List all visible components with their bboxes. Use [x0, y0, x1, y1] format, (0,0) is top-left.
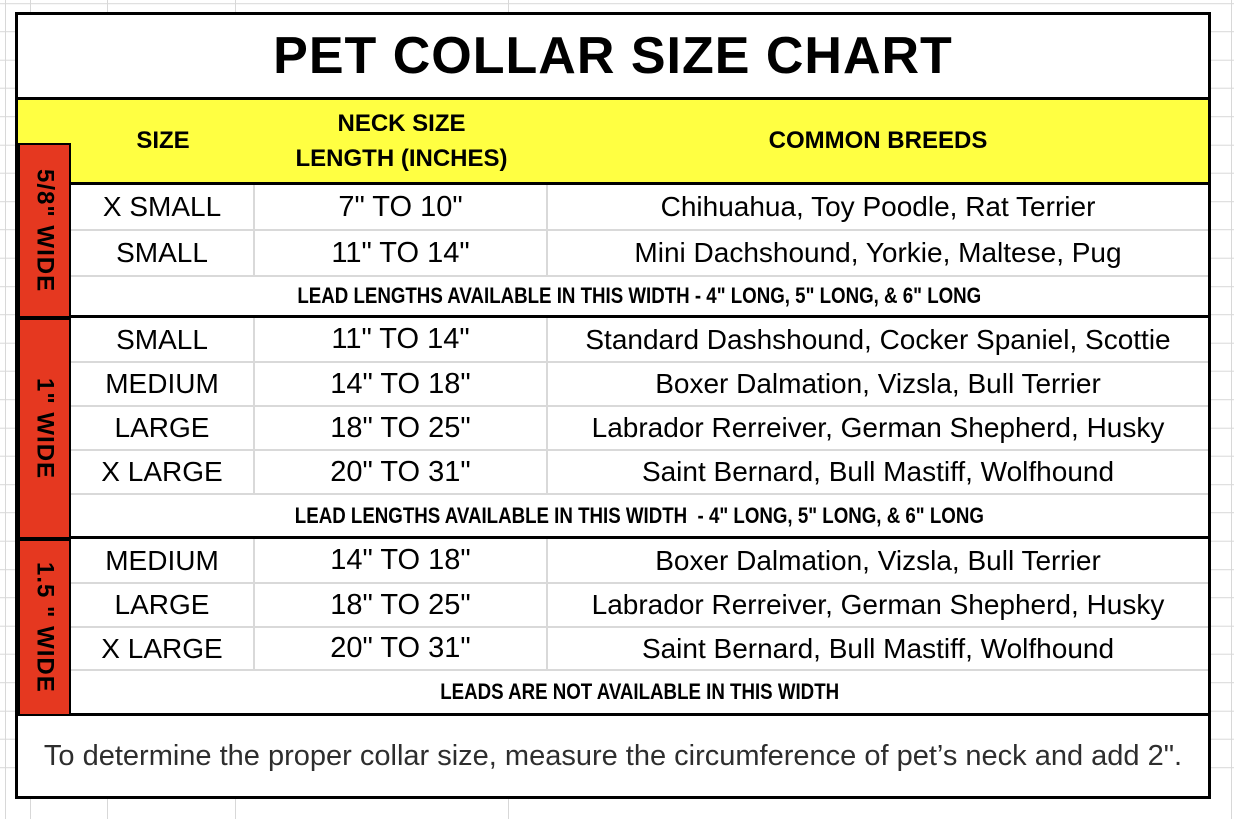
breeds-cell: Labrador Rerreiver, German Shepherd, Hus…: [591, 589, 1165, 620]
measuring-instructions-row: To determine the proper collar size, mea…: [18, 716, 1208, 796]
breeds-cell: Boxer Dalmation, Vizsla, Bull Terrier: [655, 544, 1101, 576]
neck-cell: 20" TO 31": [255, 451, 548, 493]
neck-cell: 18" TO 25": [255, 407, 548, 449]
neck-cell: 18" TO 25": [255, 584, 548, 626]
size-cell: LARGE: [71, 584, 255, 626]
table-row: LARGE 18" TO 25" Labrador Rerreiver, Ger…: [18, 407, 1208, 451]
size-cell: SMALL: [71, 318, 255, 361]
breeds-cell: Labrador Rerreiver, German Shepherd, Hus…: [591, 412, 1165, 443]
neck-cell: 14" TO 18": [255, 539, 548, 582]
neck-header-line2: LENGTH (INCHES): [295, 145, 508, 172]
size-cell: MEDIUM: [71, 539, 255, 582]
pet-collar-size-chart-table: PET COLLAR SIZE CHART SIZE NECK SIZE LEN…: [15, 12, 1211, 799]
breeds-cell: Boxer Dalmation, Vizsla, Bull Terrier: [655, 368, 1101, 399]
sheet-column-line: [5, 0, 6, 819]
lead-availability-note: LEAD LENGTHS AVAILABLE IN THIS WIDTH - 4…: [294, 502, 985, 528]
table-row: SMALL 11" TO 14" Mini Dachshound, Yorkie…: [18, 231, 1208, 277]
breeds-cell: Mini Dachshound, Yorkie, Maltese, Pug: [634, 237, 1122, 268]
size-cell: X LARGE: [71, 451, 255, 493]
lead-availability-note: LEAD LENGTHS AVAILABLE IN THIS WIDTH - 4…: [297, 283, 982, 308]
lead-availability-row: LEADS ARE NOT AVAILABLE IN THIS WIDTH: [18, 671, 1208, 716]
table-row: LARGE 18" TO 25" Labrador Rerreiver, Ger…: [18, 584, 1208, 628]
table-row: X LARGE 20" TO 31" Saint Bernard, Bull M…: [18, 628, 1208, 671]
table-row: X SMALL 7" TO 10" Chihuahua, Toy Poodle,…: [18, 185, 1208, 231]
lead-availability-row: LEAD LENGTHS AVAILABLE IN THIS WIDTH - 4…: [18, 495, 1208, 539]
table-row: MEDIUM 14" TO 18" Boxer Dalmation, Vizsl…: [18, 363, 1208, 407]
chart-title-row: PET COLLAR SIZE CHART: [18, 15, 1208, 100]
breeds-cell: Chihuahua, Toy Poodle, Rat Terrier: [660, 191, 1096, 222]
table-row: MEDIUM 14" TO 18" Boxer Dalmation, Vizsl…: [18, 539, 1208, 584]
lead-availability-row: LEAD LENGTHS AVAILABLE IN THIS WIDTH - 4…: [18, 277, 1208, 318]
breeds-cell: Standard Dashshound, Cocker Spaniel, Sco…: [585, 323, 1171, 355]
width-strip-label: 1" WIDE: [31, 377, 59, 480]
size-cell: LARGE: [71, 407, 255, 449]
neck-header-line1: NECK SIZE: [337, 110, 466, 137]
width-strip-label: 1.5 " WIDE: [31, 562, 59, 693]
size-column-header: SIZE: [136, 127, 190, 154]
table-row: SMALL 11" TO 14" Standard Dashshound, Co…: [18, 318, 1208, 363]
size-cell: SMALL: [71, 231, 255, 275]
width-strip-1-inch: 1" WIDE: [18, 318, 71, 539]
neck-size-column-header: NECK SIZE LENGTH (INCHES): [255, 100, 548, 182]
neck-cell: 14" TO 18": [255, 363, 548, 405]
neck-cell: 7" TO 10": [255, 185, 548, 229]
neck-cell: 11" TO 14": [255, 231, 548, 275]
size-cell: X SMALL: [71, 185, 255, 229]
size-cell: X LARGE: [71, 628, 255, 669]
measuring-instructions: To determine the proper collar size, mea…: [43, 739, 1183, 772]
size-cell: MEDIUM: [71, 363, 255, 405]
table-row: X LARGE 20" TO 31" Saint Bernard, Bull M…: [18, 451, 1208, 495]
lead-availability-note: LEADS ARE NOT AVAILABLE IN THIS WIDTH: [440, 679, 839, 704]
neck-cell: 20" TO 31": [255, 628, 548, 669]
column-header-row: SIZE NECK SIZE LENGTH (INCHES) COMMON BR…: [18, 100, 1208, 185]
common-breeds-column-header: COMMON BREEDS: [768, 127, 988, 154]
width-strip-label: 5/8" WIDE: [31, 168, 59, 293]
sheet-column-line: [1231, 0, 1232, 819]
breeds-cell: Saint Bernard, Bull Mastiff, Wolfhound: [641, 456, 1115, 487]
width-strip-1-5-inch: 1.5 " WIDE: [18, 539, 71, 716]
width-strip-5-8-inch: 5/8" WIDE: [18, 143, 71, 318]
breeds-cell: Saint Bernard, Bull Mastiff, Wolfhound: [641, 632, 1115, 664]
neck-cell: 11" TO 14": [255, 318, 548, 361]
page-title: PET COLLAR SIZE CHART: [273, 27, 953, 85]
